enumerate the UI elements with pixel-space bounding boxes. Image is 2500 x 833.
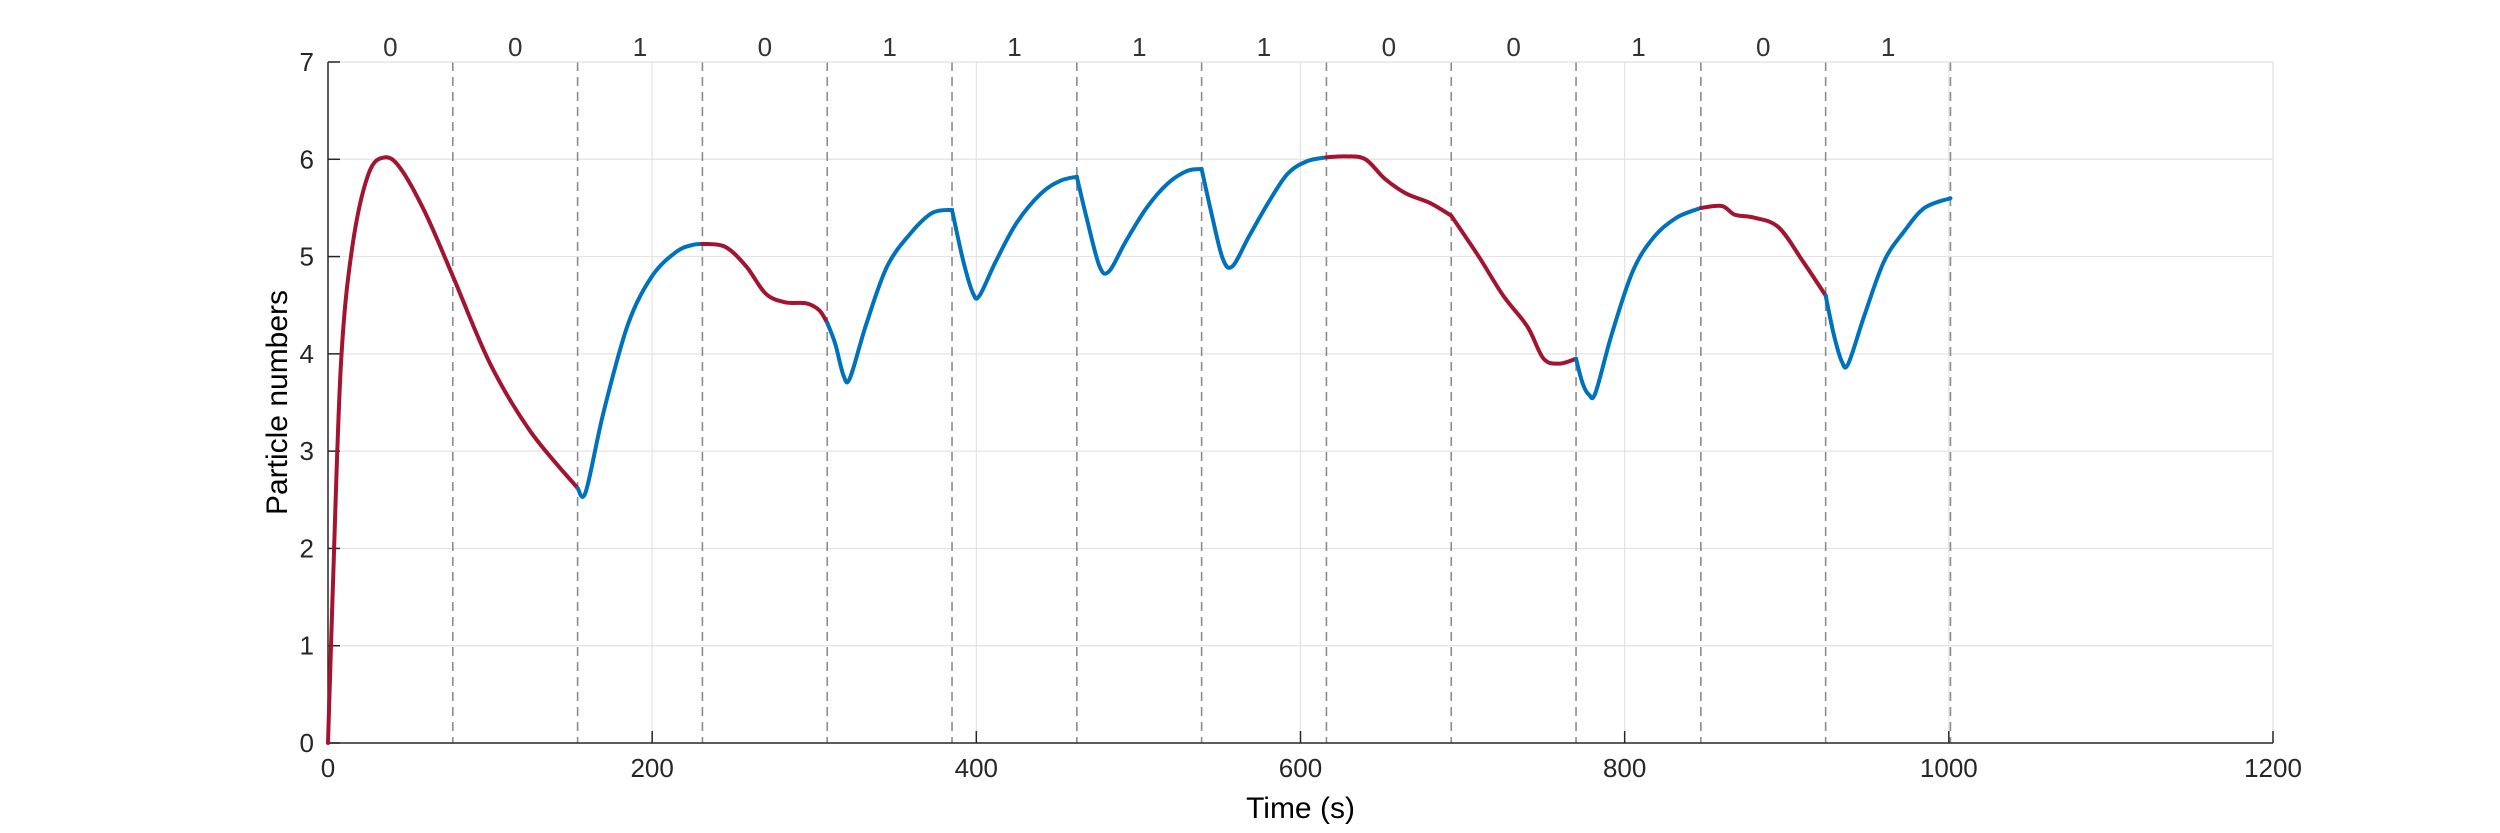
series-line-segment-class-1: [1823, 196, 1953, 370]
x-tick-label: 600: [1279, 753, 1322, 783]
segment-labels: 0 0 1 0 1 1 1 1 0 0 1 0 1: [383, 32, 1895, 62]
x-tick-label: 400: [955, 753, 998, 783]
x-axis-title: Time (s): [1246, 792, 1355, 825]
series-line-segment-class-1: [575, 241, 705, 499]
segment-label: 0: [1382, 32, 1396, 62]
y-tick-label: 5: [300, 242, 314, 272]
y-tick-label: 7: [300, 47, 314, 77]
x-tick-label: 1200: [2244, 753, 2302, 783]
axes: 0 200 400 600 800 1000 1200 0 1 2 3 4 5 6 7: [300, 47, 2302, 783]
y-tick-label: 2: [300, 533, 314, 563]
segment-label: 1: [1631, 32, 1645, 62]
segment-boundaries: [452, 62, 1952, 743]
segment-label: 0: [758, 32, 772, 62]
x-tick-label: 1000: [1920, 753, 1978, 783]
grid-layer: [328, 62, 2273, 743]
segment-label: 0: [1756, 32, 1770, 62]
y-tick-label: 3: [300, 436, 314, 466]
y-tick-label: 6: [300, 144, 314, 174]
series-line-segment-class-0: [326, 155, 580, 745]
segment-label: 0: [1506, 32, 1520, 62]
segment-label: 1: [633, 32, 647, 62]
segment-label: 1: [1881, 32, 1895, 62]
y-tick-label: 0: [300, 728, 314, 758]
segment-label: 1: [1132, 32, 1146, 62]
series-line-segment-class-1: [1199, 155, 1329, 270]
x-tick-label: 800: [1603, 753, 1646, 783]
x-tick-label: 200: [630, 753, 673, 783]
series-line-segment-class-1: [1574, 205, 1703, 401]
series-line-segment-class-1: [950, 174, 1079, 301]
segment-label: 0: [383, 32, 397, 62]
y-axis-title: Particle numbers: [261, 290, 294, 515]
series-line-segment-class-1: [825, 207, 955, 385]
y-tick-label: 4: [300, 339, 314, 369]
segment-label: 1: [1007, 32, 1021, 62]
series-layer: [326, 154, 1953, 745]
segment-label: 0: [508, 32, 522, 62]
series-line-segment-class-1: [1074, 167, 1204, 276]
series-line-segment-class-0: [1324, 154, 1454, 218]
segment-label: 1: [882, 32, 896, 62]
y-tick-label: 1: [300, 631, 314, 661]
series-line-segment-class-0: [1449, 213, 1579, 366]
x-tick-label: 0: [321, 753, 335, 783]
series-line-segment-class-0: [700, 241, 830, 325]
series-line-segment-class-0: [1698, 203, 1828, 298]
segment-label: 1: [1257, 32, 1271, 62]
